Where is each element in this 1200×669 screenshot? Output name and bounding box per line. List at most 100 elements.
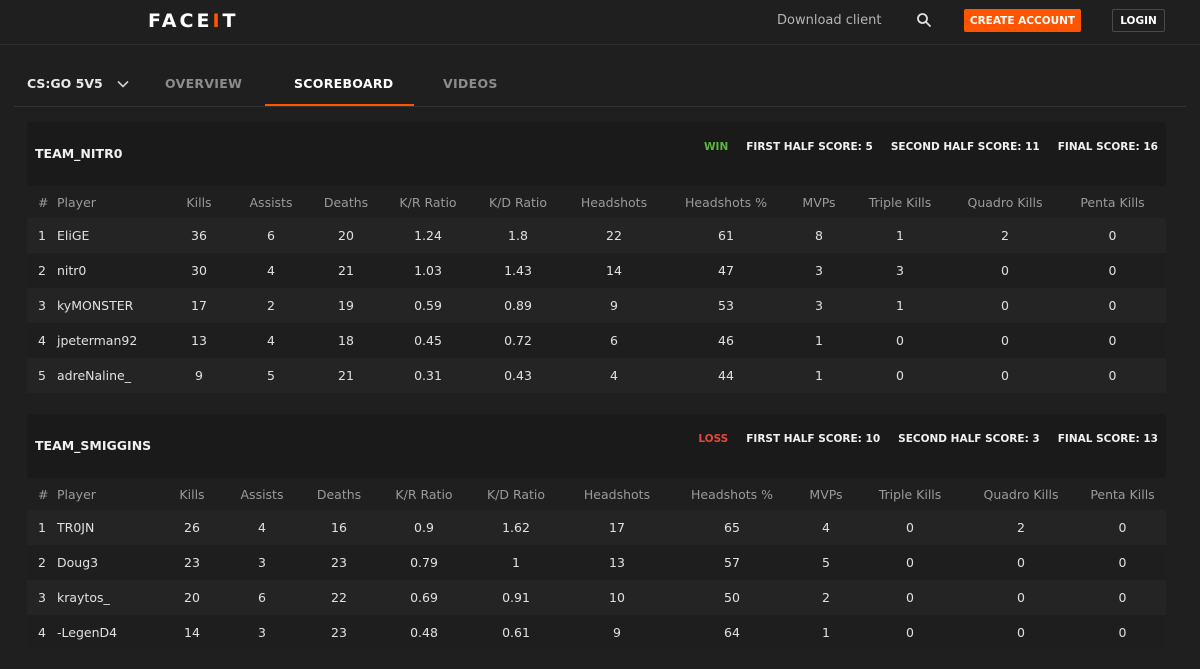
cell-triple-kills: 0 bbox=[857, 615, 963, 650]
cell-kills: 26 bbox=[157, 510, 227, 545]
cell-deaths: 19 bbox=[307, 288, 385, 323]
cell-assists: 4 bbox=[235, 323, 307, 358]
cell-headshots: 4 bbox=[565, 358, 663, 393]
create-account-button[interactable]: CREATE ACCOUNT bbox=[964, 9, 1081, 32]
cell-player[interactable]: nitr0 bbox=[57, 253, 163, 288]
cell-headshots-pct: 46 bbox=[663, 323, 789, 358]
cell-assists: 3 bbox=[227, 545, 297, 580]
cell-headshots: 6 bbox=[565, 323, 663, 358]
team-panel: TEAM_NITR0 WIN FIRST HALF SCORE: 5 SECON… bbox=[27, 122, 1166, 393]
search-icon[interactable] bbox=[916, 12, 932, 28]
cell-headshots: 17 bbox=[565, 510, 669, 545]
column-header-kills: Kills bbox=[163, 186, 235, 218]
cell-deaths: 23 bbox=[297, 615, 381, 650]
tab-overview[interactable]: OVERVIEW bbox=[165, 76, 243, 91]
cell-kr-ratio: 0.79 bbox=[381, 545, 467, 580]
cell-penta-kills: 0 bbox=[1059, 358, 1166, 393]
cell-headshots: 14 bbox=[565, 253, 663, 288]
cell-player[interactable]: kyMONSTER bbox=[57, 288, 163, 323]
cell-assists: 6 bbox=[227, 580, 297, 615]
cell-kr-ratio: 1.24 bbox=[385, 218, 471, 253]
cell-player[interactable]: adreNaline_ bbox=[57, 358, 163, 393]
cell-deaths: 23 bbox=[297, 545, 381, 580]
cell-kd-ratio: 0.91 bbox=[467, 580, 565, 615]
column-header-headshots: Headshots bbox=[565, 186, 663, 218]
cell-penta-kills: 0 bbox=[1059, 288, 1166, 323]
cell-mvps: 2 bbox=[795, 580, 857, 615]
final-score: FINAL SCORE: 16 bbox=[1057, 141, 1158, 153]
cell-rank: 3 bbox=[27, 288, 57, 323]
cell-kills: 30 bbox=[163, 253, 235, 288]
cell-assists: 4 bbox=[227, 510, 297, 545]
login-button[interactable]: LOGIN bbox=[1112, 9, 1165, 32]
cell-kills: 23 bbox=[157, 545, 227, 580]
cell-triple-kills: 0 bbox=[857, 580, 963, 615]
cell-player[interactable]: EliGE bbox=[57, 218, 163, 253]
cell-player[interactable]: Doug3 bbox=[57, 545, 157, 580]
column-header-triple-kills: Triple Kills bbox=[857, 478, 963, 510]
column-header-quadro-kills: Quadro Kills bbox=[951, 186, 1059, 218]
cell-kd-ratio: 1.62 bbox=[467, 510, 565, 545]
cell-triple-kills: 1 bbox=[849, 288, 951, 323]
cell-rank: 5 bbox=[27, 358, 57, 393]
scoreboard-table: # Player Kills Assists Deaths K/R Ratio K/D Ra… bbox=[27, 186, 1166, 393]
cell-headshots-pct: 61 bbox=[663, 218, 789, 253]
column-header-kd-ratio: K/D Ratio bbox=[467, 478, 565, 510]
faceit-logo[interactable]: FACEIT bbox=[148, 10, 239, 32]
cell-quadro-kills: 0 bbox=[963, 580, 1079, 615]
cell-mvps: 1 bbox=[789, 323, 849, 358]
column-header-rank: # bbox=[27, 186, 57, 218]
final-score: FINAL SCORE: 13 bbox=[1057, 433, 1158, 445]
column-header-quadro-kills: Quadro Kills bbox=[963, 478, 1079, 510]
cell-penta-kills: 0 bbox=[1059, 253, 1166, 288]
team-name: TEAM_NITR0 bbox=[35, 146, 123, 161]
cell-kills: 9 bbox=[163, 358, 235, 393]
cell-kr-ratio: 0.31 bbox=[385, 358, 471, 393]
cell-assists: 5 bbox=[235, 358, 307, 393]
table-row: 1 TR0JN 26 4 16 0.9 1.62 17 65 4 0 2 0 bbox=[27, 510, 1166, 545]
cell-quadro-kills: 0 bbox=[951, 323, 1059, 358]
column-header-mvps: MVPs bbox=[789, 186, 849, 218]
cell-penta-kills: 0 bbox=[1079, 510, 1166, 545]
cell-deaths: 20 bbox=[307, 218, 385, 253]
team-header: TEAM_SMIGGINS LOSS FIRST HALF SCORE: 10 … bbox=[27, 414, 1166, 478]
cell-triple-kills: 3 bbox=[849, 253, 951, 288]
tab-scoreboard[interactable]: SCOREBOARD bbox=[294, 76, 394, 91]
cell-mvps: 3 bbox=[789, 253, 849, 288]
cell-kd-ratio: 1.8 bbox=[471, 218, 565, 253]
score-summary: LOSS FIRST HALF SCORE: 10 SECOND HALF SC… bbox=[698, 433, 1158, 445]
cell-rank: 2 bbox=[27, 253, 57, 288]
team-name: TEAM_SMIGGINS bbox=[35, 438, 152, 453]
cell-player[interactable]: -LegenD4 bbox=[57, 615, 157, 650]
cell-headshots-pct: 65 bbox=[669, 510, 795, 545]
cell-headshots-pct: 44 bbox=[663, 358, 789, 393]
table-row: 3 kraytos_ 20 6 22 0.69 0.91 10 50 2 0 0 0 bbox=[27, 580, 1166, 615]
cell-player[interactable]: jpeterman92 bbox=[57, 323, 163, 358]
cell-mvps: 4 bbox=[795, 510, 857, 545]
cell-quadro-kills: 0 bbox=[951, 288, 1059, 323]
column-header-player: Player bbox=[57, 478, 157, 510]
cell-kd-ratio: 1.43 bbox=[471, 253, 565, 288]
team-panel: TEAM_SMIGGINS LOSS FIRST HALF SCORE: 10 … bbox=[27, 414, 1166, 650]
cell-mvps: 1 bbox=[789, 358, 849, 393]
cell-player[interactable]: kraytos_ bbox=[57, 580, 157, 615]
cell-assists: 3 bbox=[227, 615, 297, 650]
column-header-kr-ratio: K/R Ratio bbox=[385, 186, 471, 218]
cell-kr-ratio: 0.48 bbox=[381, 615, 467, 650]
column-header-rank: # bbox=[27, 478, 57, 510]
tab-videos[interactable]: VIDEOS bbox=[443, 76, 498, 91]
column-header-headshots-pct: Headshots % bbox=[663, 186, 789, 218]
table-row: 4 -LegenD4 14 3 23 0.48 0.61 9 64 1 0 0 0 bbox=[27, 615, 1166, 650]
cell-mvps: 5 bbox=[795, 545, 857, 580]
game-mode-select[interactable]: CS:GO 5V5 bbox=[27, 76, 129, 91]
cell-headshots: 9 bbox=[565, 615, 669, 650]
table-row: 2 nitr0 30 4 21 1.03 1.43 14 47 3 3 0 0 bbox=[27, 253, 1166, 288]
cell-player[interactable]: TR0JN bbox=[57, 510, 157, 545]
cell-triple-kills: 0 bbox=[849, 358, 951, 393]
download-client-link[interactable]: Download client bbox=[777, 13, 882, 28]
cell-headshots: 9 bbox=[565, 288, 663, 323]
cell-kills: 13 bbox=[163, 323, 235, 358]
cell-rank: 1 bbox=[27, 218, 57, 253]
cell-kd-ratio: 1 bbox=[467, 545, 565, 580]
column-header-penta-kills: Penta Kills bbox=[1079, 478, 1166, 510]
